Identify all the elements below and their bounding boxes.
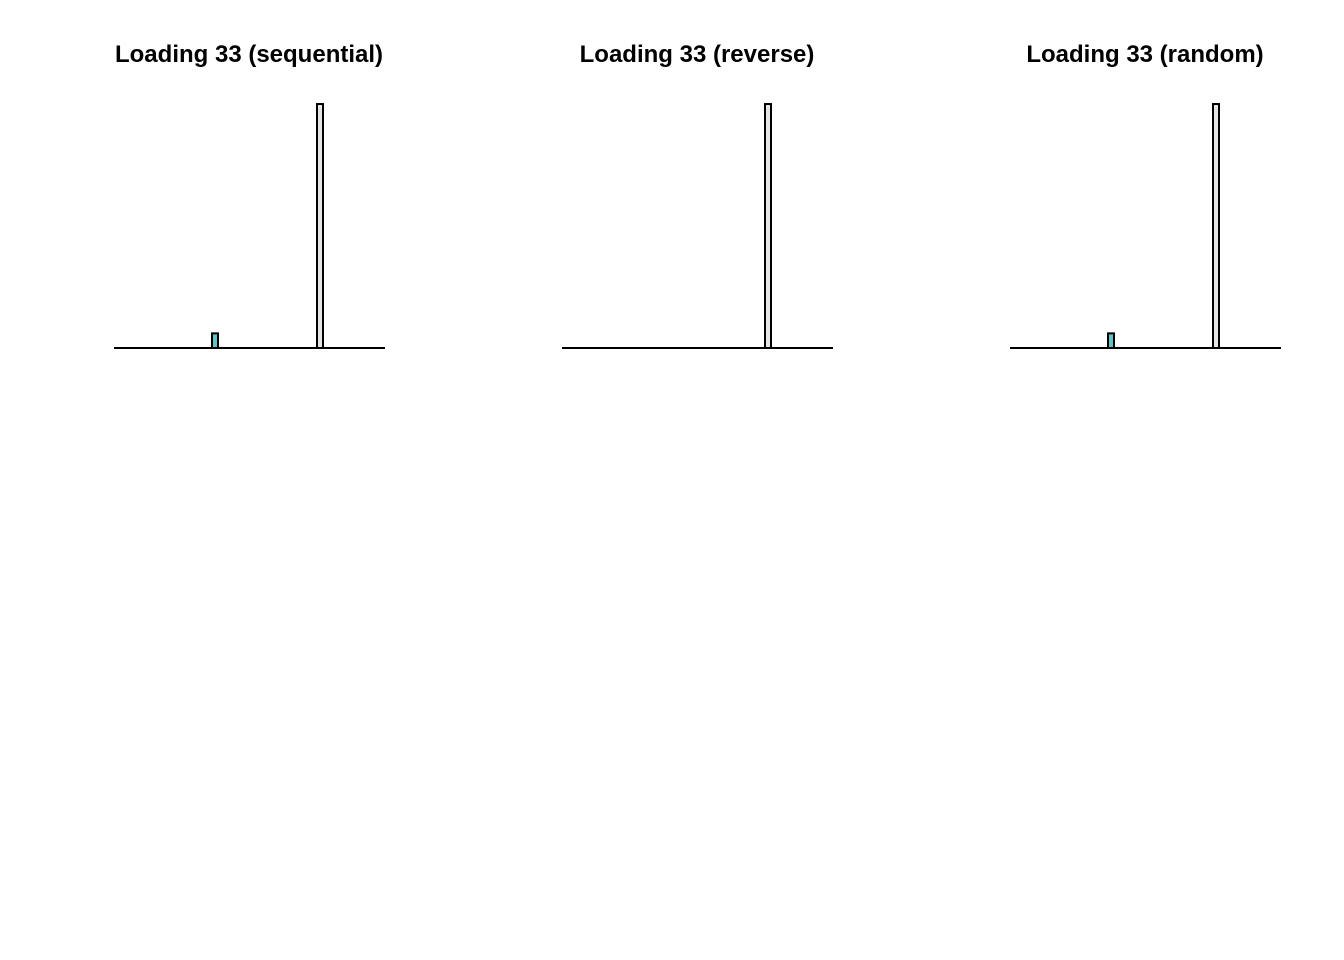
bar <box>1212 103 1220 349</box>
chart-panel-reverse: Loading 33 (reverse) <box>562 41 833 349</box>
bar <box>1107 332 1115 349</box>
chart-title: Loading 33 (sequential) <box>115 41 383 68</box>
chart-title: Loading 33 (random) <box>1026 41 1263 68</box>
chart-panel-random: Loading 33 (random) <box>1010 41 1281 349</box>
chart-panel-sequential: Loading 33 (sequential) <box>114 41 385 349</box>
bar <box>764 103 772 349</box>
chart-title: Loading 33 (reverse) <box>580 41 815 68</box>
bar <box>211 332 219 349</box>
bar <box>316 103 324 349</box>
